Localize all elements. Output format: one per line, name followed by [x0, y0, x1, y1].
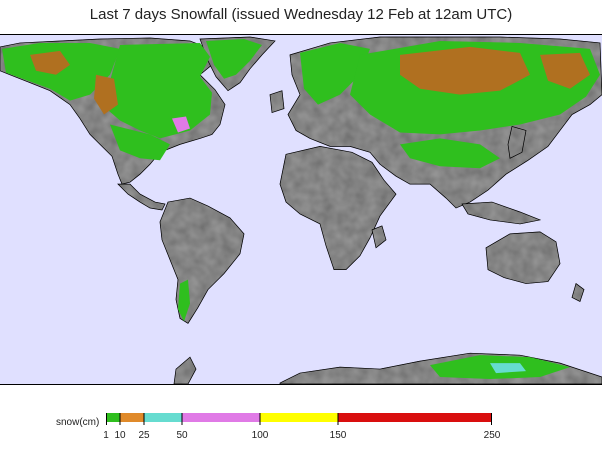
legend-tick-label: 50 — [176, 430, 188, 441]
legend-swatch-50-100 — [182, 413, 260, 422]
legend-swatch-150-250 — [338, 413, 492, 422]
snow-antarctica-heavy — [490, 363, 526, 374]
legend-tick-label: 250 — [483, 430, 501, 441]
land-australia — [485, 231, 561, 284]
snow-andes — [178, 279, 190, 322]
snow-scandinavia — [300, 42, 370, 105]
snow-central-asia — [400, 138, 500, 169]
world-snowfall-map — [0, 34, 602, 385]
legend-tick-label: 150 — [329, 430, 347, 441]
legend-tick-label: 1 — [103, 430, 109, 441]
legend-color-bar — [106, 413, 492, 425]
legend-swatch-25-50 — [144, 413, 182, 422]
legend-tick-label: 25 — [138, 430, 150, 441]
land-new-zealand — [571, 282, 585, 302]
land-central-america — [117, 183, 166, 211]
chart-title: Last 7 days Snowfall (issued Wednesday 1… — [89, 6, 513, 23]
land-africa — [279, 146, 397, 271]
legend-swatch-100-150 — [260, 413, 338, 422]
land-madagascar — [371, 225, 387, 249]
snow-far-east-heavy — [540, 52, 590, 89]
legend-swatch-1-10 — [106, 413, 120, 422]
snow-siberia-heavy — [400, 46, 530, 95]
legend-swatch-10-25 — [120, 413, 144, 422]
snow-usa — [110, 124, 170, 161]
snow-canada-heavy — [94, 74, 118, 115]
snow-greenland — [206, 38, 262, 79]
land-indonesia — [461, 201, 542, 225]
legend-tick-label: 10 — [114, 430, 126, 441]
snow-canada — [104, 42, 212, 139]
legend-tick-label: 100 — [251, 430, 269, 441]
snow-great-lakes — [172, 116, 190, 133]
legend-unit-label: snow(cm) — [56, 417, 100, 428]
land-antarctic-peninsula — [173, 356, 197, 384]
snow-alaska-heavy — [30, 50, 70, 75]
land-japan — [507, 126, 527, 159]
land-uk — [269, 90, 285, 114]
